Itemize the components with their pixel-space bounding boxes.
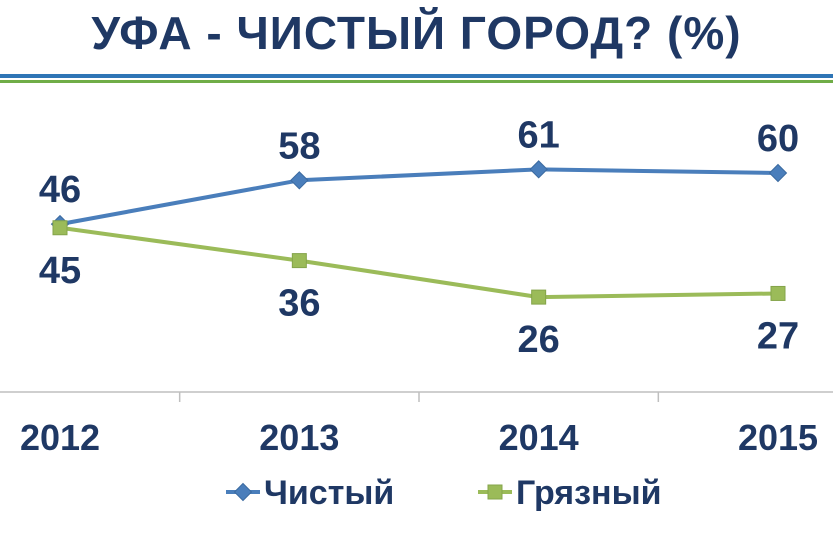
series-point-Грязный-2013 (291, 253, 307, 269)
legend-label: Грязный (516, 474, 662, 512)
series-point-Чистый-2013 (290, 171, 309, 190)
data-label-Грязный-2015: 27 (757, 315, 799, 357)
data-label-Чистый-2012: 46 (39, 169, 81, 211)
series-point-Чистый-2014 (529, 160, 548, 179)
legend-item-Грязный: Грязный (478, 474, 662, 512)
series-point-Чистый-2015 (768, 163, 788, 183)
series-point-Грязный-2012 (52, 220, 68, 236)
legend-swatch-marker (487, 484, 503, 500)
legend-label: Чистый (264, 474, 394, 512)
series-point-Грязный-2014 (531, 289, 547, 305)
data-label-Грязный-2013: 36 (278, 283, 320, 325)
series-layer (50, 160, 788, 305)
data-label-Грязный-2012: 45 (39, 250, 81, 292)
x-tick-label-2015: 2015 (738, 417, 818, 458)
title-underline (0, 74, 833, 83)
x-tick-label-2013: 2013 (259, 417, 339, 458)
data-label-Грязный-2014: 26 (518, 319, 560, 361)
x-tick-label-2014: 2014 (499, 417, 579, 458)
data-label-Чистый-2013: 58 (278, 125, 320, 167)
data-label-Чистый-2015: 60 (757, 118, 799, 160)
x-tick-label-2012: 2012 (20, 417, 100, 458)
title-underline-green (0, 80, 833, 83)
series-Чистый (50, 160, 788, 234)
data-label-Чистый-2014: 61 (518, 114, 560, 156)
legend: Чистый Грязный (226, 474, 662, 512)
legend-item-Чистый: Чистый (226, 474, 394, 512)
series-line-Грязный (59, 225, 779, 300)
series-Грязный (52, 220, 786, 305)
title-underline-blue (0, 74, 833, 78)
series-line-Чистый (59, 167, 779, 227)
legend-swatch-marker (233, 482, 253, 502)
data-labels: 46 58 61 60 45 36 26 27 (39, 114, 799, 361)
series-point-Грязный-2015 (770, 285, 786, 301)
x-axis: 2012 2013 2014 2015 (0, 391, 833, 458)
page-title: УФА - ЧИСТЫЙ ГОРОД? (%) (91, 7, 742, 59)
